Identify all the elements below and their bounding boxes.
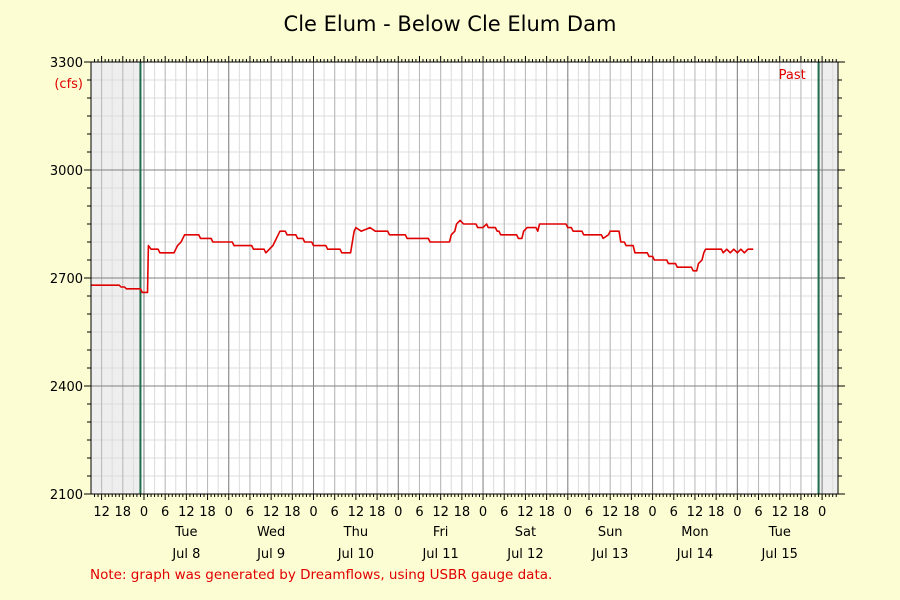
y-tick-label: 3000: [50, 164, 83, 179]
x-tick-label: 18: [454, 505, 471, 520]
x-tick-label: 12: [263, 505, 280, 520]
x-tick-label: 12: [602, 505, 619, 520]
x-tick-label: 6: [246, 505, 254, 520]
x-tick-label: 18: [284, 505, 301, 520]
x-tick-label: 6: [754, 505, 762, 520]
chart-title: Cle Elum - Below Cle Elum Dam: [283, 12, 617, 36]
day-date-label: Jul 11: [421, 547, 458, 562]
series-line-0: [91, 219, 754, 294]
day-date-label: Jul 13: [591, 547, 628, 562]
x-tick-label: 12: [432, 505, 449, 520]
day-weekday-label: Mon: [681, 525, 708, 540]
day-weekday-label: Thu: [343, 525, 368, 540]
x-tick-label: 12: [178, 505, 195, 520]
day-weekday-label: Wed: [257, 525, 285, 540]
y-axis-unit: (cfs): [54, 77, 83, 92]
y-tick-label: 2100: [50, 488, 83, 503]
x-tick-label: 18: [369, 505, 386, 520]
x-tick-label: 0: [818, 505, 826, 520]
x-tick-label: 18: [538, 505, 555, 520]
past-label: Past: [779, 68, 806, 83]
day-date-label: Jul 15: [761, 547, 798, 562]
day-date-label: Jul 10: [337, 547, 374, 562]
day-weekday-label: Fri: [433, 525, 449, 540]
x-tick-label: 12: [517, 505, 534, 520]
x-tick-label: 18: [708, 505, 725, 520]
x-tick-label: 6: [331, 505, 339, 520]
day-date-label: Jul 14: [676, 547, 713, 562]
x-tick-label: 12: [93, 505, 110, 520]
x-tick-label: 6: [500, 505, 508, 520]
day-date-label: Jul 8: [171, 547, 200, 562]
day-weekday-label: Tue: [768, 525, 791, 540]
x-tick-label: 0: [394, 505, 402, 520]
x-tick-label: 12: [687, 505, 704, 520]
x-tick-label: 18: [793, 505, 810, 520]
x-tick-label: 0: [564, 505, 572, 520]
x-tick-label: 6: [670, 505, 678, 520]
y-tick-label: 2700: [50, 272, 83, 287]
day-date-label: Jul 12: [506, 547, 543, 562]
x-tick-label: 12: [771, 505, 788, 520]
y-tick-label: 3300: [50, 56, 83, 71]
x-tick-label: 0: [225, 505, 233, 520]
day-weekday-label: Sun: [598, 525, 623, 540]
x-tick-label: 0: [140, 505, 148, 520]
x-tick-label: 18: [199, 505, 216, 520]
x-tick-label: 6: [585, 505, 593, 520]
day-weekday-label: Sat: [515, 525, 536, 540]
y-tick-label: 2400: [50, 380, 83, 395]
footnote: Note: graph was generated by Dreamflows,…: [90, 567, 553, 583]
x-tick-label: 6: [415, 505, 423, 520]
x-tick-label: 12: [348, 505, 365, 520]
day-date-label: Jul 9: [256, 547, 285, 562]
x-tick-label: 6: [161, 505, 169, 520]
x-tick-label: 18: [623, 505, 640, 520]
x-tick-label: 0: [309, 505, 317, 520]
x-tick-label: 0: [479, 505, 487, 520]
x-tick-label: 0: [733, 505, 741, 520]
day-weekday-label: Tue: [174, 525, 197, 540]
x-tick-label: 0: [648, 505, 656, 520]
x-tick-label: 18: [115, 505, 132, 520]
